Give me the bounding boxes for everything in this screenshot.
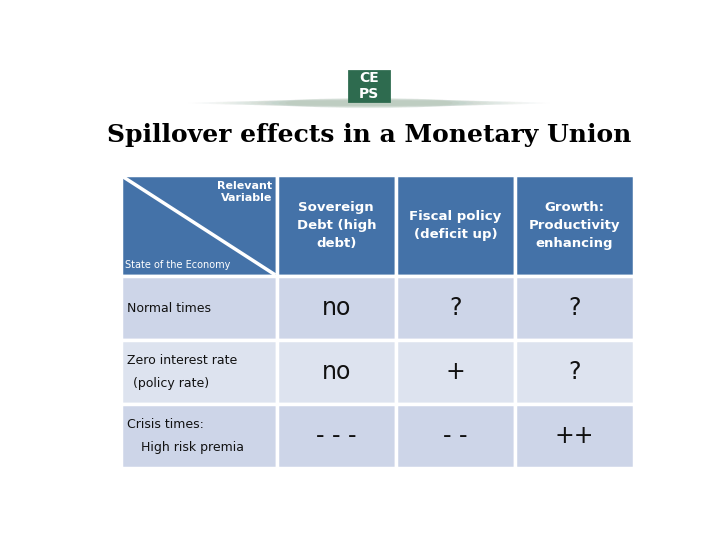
Bar <box>396 276 515 340</box>
Text: Crisis times:: Crisis times: <box>127 418 204 431</box>
Bar <box>121 276 276 340</box>
Text: Relevant
Variable: Relevant Variable <box>217 181 272 203</box>
Text: Fiscal policy
(deficit up): Fiscal policy (deficit up) <box>409 210 502 241</box>
Bar <box>515 175 634 276</box>
Text: - -: - - <box>443 424 468 448</box>
Bar <box>515 404 634 468</box>
Bar <box>396 404 515 468</box>
Text: +: + <box>446 360 465 384</box>
Text: Normal times: Normal times <box>127 302 212 315</box>
Bar <box>276 175 396 276</box>
Bar <box>515 276 634 340</box>
Text: no: no <box>322 360 351 384</box>
Bar <box>121 404 276 468</box>
Text: no: no <box>322 296 351 320</box>
Bar <box>121 340 276 404</box>
Bar <box>121 175 276 276</box>
Text: Sovereign
Debt (high
debt): Sovereign Debt (high debt) <box>297 201 376 250</box>
Bar <box>396 175 515 276</box>
Text: ?: ? <box>449 296 462 320</box>
Text: Growth:
Productivity
enhancing: Growth: Productivity enhancing <box>528 201 620 250</box>
Text: Spillover effects in a Monetary Union: Spillover effects in a Monetary Union <box>107 124 631 147</box>
Bar <box>515 340 634 404</box>
Text: ?: ? <box>568 360 581 384</box>
Text: Zero interest rate: Zero interest rate <box>127 354 238 367</box>
Bar <box>276 276 396 340</box>
Text: High risk premia: High risk premia <box>141 441 244 454</box>
Text: ++: ++ <box>554 424 594 448</box>
Bar <box>276 404 396 468</box>
Bar <box>349 71 389 101</box>
Bar <box>276 340 396 404</box>
Text: - - -: - - - <box>316 424 356 448</box>
Text: (policy rate): (policy rate) <box>133 377 209 390</box>
Text: State of the Economy: State of the Economy <box>125 260 230 270</box>
Text: ?: ? <box>568 296 581 320</box>
Bar <box>396 340 515 404</box>
Text: CE
PS: CE PS <box>359 71 379 101</box>
